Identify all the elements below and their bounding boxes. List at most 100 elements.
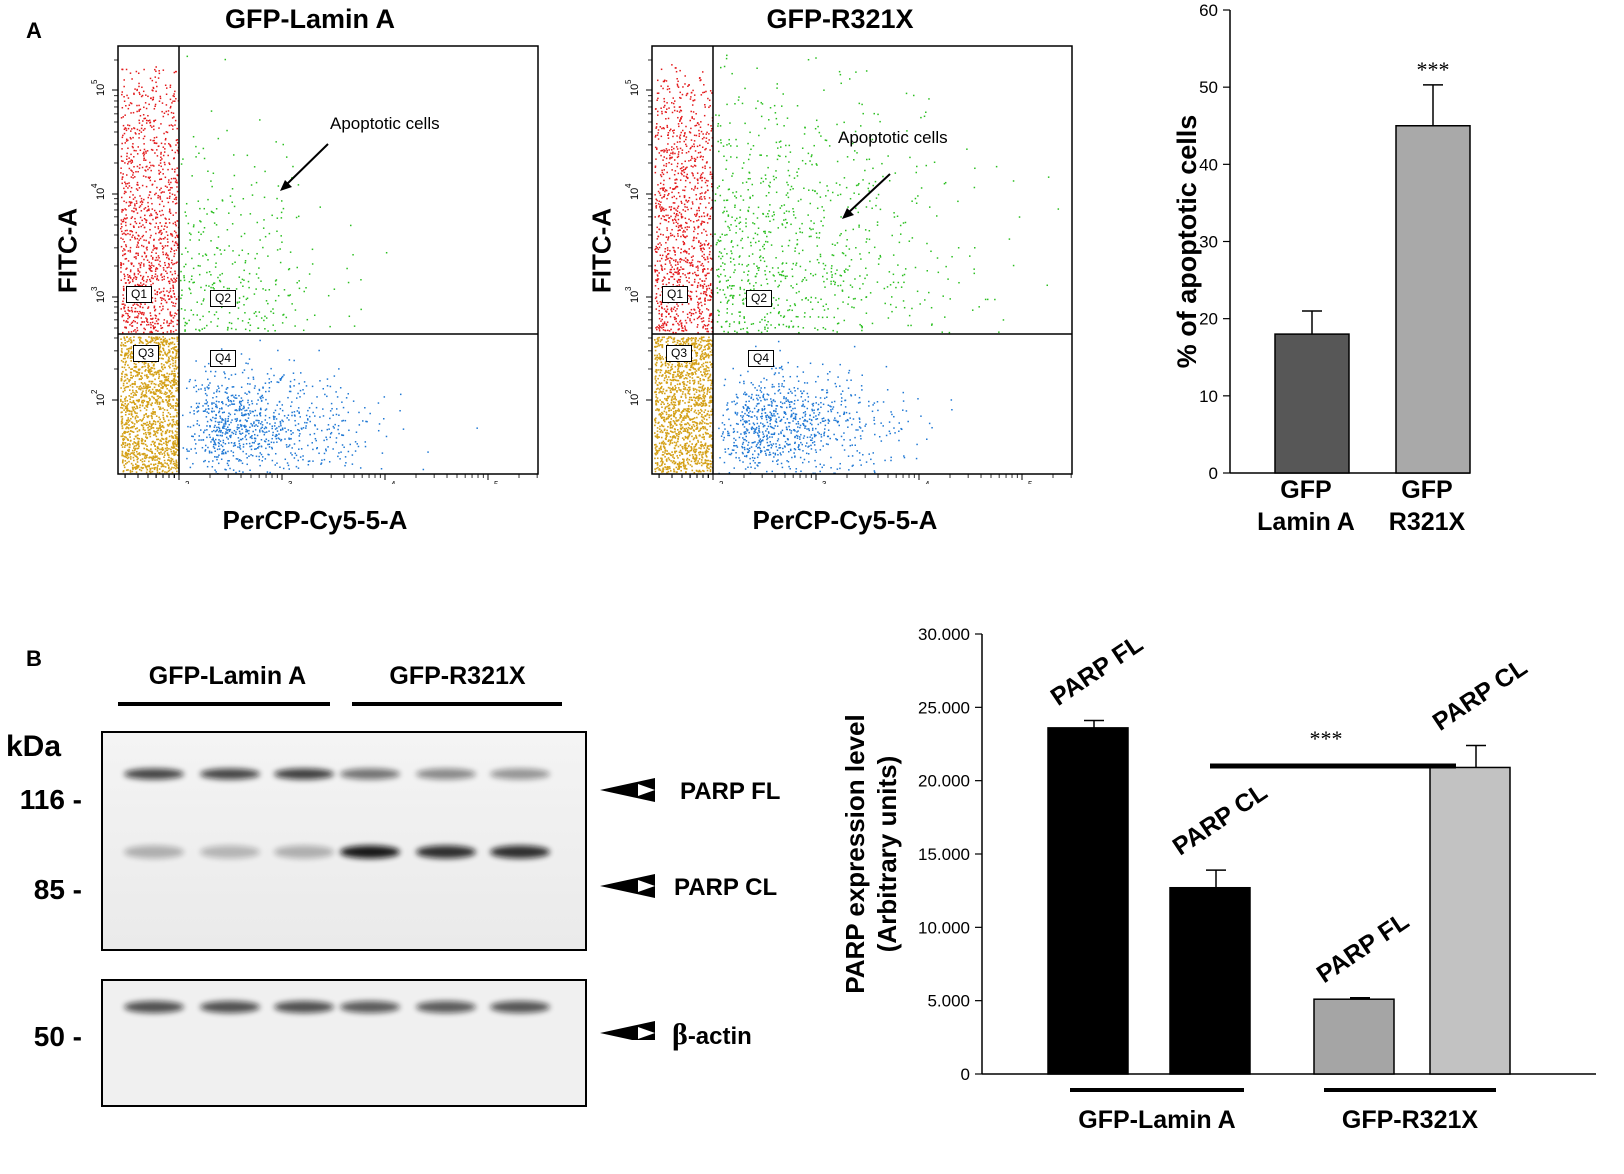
gate-q1-right: Q1 — [662, 286, 689, 303]
y-tick-label: 25.000 — [918, 698, 970, 717]
y-tick-label: 50 — [1199, 78, 1218, 97]
band-parp-cl — [490, 845, 550, 859]
band-parp-fl — [340, 768, 400, 780]
gate-q4-right: Q4 — [748, 350, 775, 367]
flow-left-annotation: Apoptotic cells — [330, 114, 440, 133]
x-tick-exp: 5 — [494, 480, 499, 484]
gate-q2-left: Q2 — [210, 290, 237, 307]
blot-membrane-actin — [101, 979, 587, 1107]
mw-marker-85: 85 - — [33, 874, 82, 905]
x-tick-exp: 2 — [719, 480, 724, 484]
y-tick-label: 0 — [1209, 464, 1218, 483]
bar — [1169, 886, 1251, 1075]
y-tick-label: 10.000 — [918, 918, 970, 937]
panel-b-letter: B — [26, 646, 42, 671]
apoptosis-bar-chart: 0 10 20 30 40 50 60 % of apoptotic cells GFP Lami… — [1172, 1, 1471, 536]
band-parp-cl — [200, 845, 260, 859]
bar-label: PARP CL — [1428, 653, 1533, 736]
x-tick-exp: 4 — [925, 480, 930, 484]
band-label-parp-fl: PARP FL — [680, 778, 781, 805]
arrow-parp-fl-icon — [600, 778, 655, 802]
y-tick-label: 5.000 — [927, 992, 970, 1011]
category-label: GFP — [1401, 476, 1452, 504]
y-tick-exp: 2 — [624, 389, 633, 394]
y-tick-exp: 5 — [624, 79, 633, 84]
band-parp-cl — [124, 845, 184, 859]
x-tick-exp: 3 — [288, 480, 293, 484]
flow-left-title: GFP-Lamin A — [224, 4, 395, 34]
y-tick-label: 30 — [1199, 233, 1218, 252]
y-tick-label: 60 — [1199, 1, 1218, 20]
significance-stars: *** — [1310, 726, 1343, 751]
y-tick-label: 10 — [629, 188, 641, 200]
y-axis-label-line1: PARP expression level — [840, 714, 870, 993]
band-parp-fl — [416, 768, 476, 780]
group-label: GFP-R321X — [1342, 1106, 1478, 1134]
flow-right-title: GFP-R321X — [766, 4, 914, 34]
y-tick-label: 0 — [961, 1065, 970, 1084]
y-tick-exp: 5 — [90, 79, 99, 84]
bar — [1047, 727, 1129, 1075]
y-tick-label: 10 — [629, 291, 641, 303]
flow-left-plot: 102103104105105104103102 — [90, 45, 539, 484]
bar-label: PARP FL — [1312, 907, 1414, 989]
band-label-actin-text: -actin — [687, 1023, 752, 1050]
y-tick-exp: 2 — [90, 389, 99, 394]
y-tick-exp: 4 — [624, 183, 633, 188]
band-parp-fl — [490, 768, 550, 780]
category-label: GFP — [1280, 476, 1331, 504]
y-tick-exp: 3 — [90, 286, 99, 291]
x-tick-exp: 4 — [391, 480, 396, 484]
y-tick-label: 10 — [95, 188, 107, 200]
x-tick-exp: 2 — [185, 480, 190, 484]
band-arrows — [600, 778, 655, 1040]
y-tick-label: 40 — [1199, 155, 1218, 174]
y-tick-label: 20 — [1199, 310, 1218, 329]
band-parp-fl — [124, 768, 184, 780]
band-parp-cl — [274, 845, 334, 859]
y-tick-label: 10 — [629, 394, 641, 406]
y-tick-label: 10 — [95, 394, 107, 406]
band-actin — [416, 1001, 476, 1013]
x-tick-exp: 5 — [1028, 480, 1033, 484]
band-parp-cl — [340, 845, 400, 859]
category-label: Lamin A — [1257, 508, 1355, 536]
y-tick-label: 15.000 — [918, 845, 970, 864]
y-tick-label: 10 — [1199, 387, 1218, 406]
band-actin — [124, 1001, 184, 1013]
band-actin — [490, 1001, 550, 1013]
bar — [1274, 333, 1350, 474]
gate-q3-right: Q3 — [666, 345, 693, 362]
y-axis-label: % of apoptotic cells — [1172, 115, 1202, 369]
flow-right-xlabel: PerCP-Cy5-5-A — [752, 505, 938, 535]
panel-a-letter: A — [26, 18, 42, 43]
arrow-parp-cl-icon — [600, 874, 655, 898]
category-label: R321X — [1389, 508, 1466, 536]
band-label-parp-cl: PARP CL — [674, 874, 778, 901]
flow-right-ticks: 102103104105105104103102 — [624, 59, 1072, 484]
band-actin — [340, 1001, 400, 1013]
bar — [1395, 125, 1471, 474]
flow-right-ylabel: FITC-A — [586, 207, 617, 294]
flow-right-annotation: Apoptotic cells — [838, 128, 948, 147]
gate-q1-left: Q1 — [126, 286, 153, 303]
blot-group-bar-r321x — [352, 702, 562, 706]
band-parp-fl — [200, 768, 260, 780]
flow-left-ylabel: FITC-A — [52, 207, 83, 294]
gate-q2-right: Q2 — [746, 290, 773, 307]
flow-left-xlabel: PerCP-Cy5-5-A — [222, 505, 408, 535]
mw-marker-116: 116 - — [19, 784, 82, 815]
blot-group-label-lamin: GFP-Lamin A — [148, 662, 307, 690]
band-parp-cl — [416, 845, 476, 859]
bar — [1429, 766, 1511, 1075]
parp-bar-chart: 0 5.000 10.000 15.000 20.000 25.000 30.000 PARP… — [840, 625, 1596, 1134]
y-tick-label: 30.000 — [918, 625, 970, 644]
beta-symbol: β — [672, 1018, 688, 1051]
y-axis-label-line2: (Arbitrary units) — [872, 756, 902, 952]
y-tick-label: 10 — [95, 291, 107, 303]
flow-right-dots — [654, 54, 1060, 475]
gate-q3-left: Q3 — [133, 345, 160, 362]
y-tick-label: 10 — [629, 84, 641, 96]
bar-label: PARP CL — [1168, 778, 1273, 861]
band-actin — [200, 1001, 260, 1013]
